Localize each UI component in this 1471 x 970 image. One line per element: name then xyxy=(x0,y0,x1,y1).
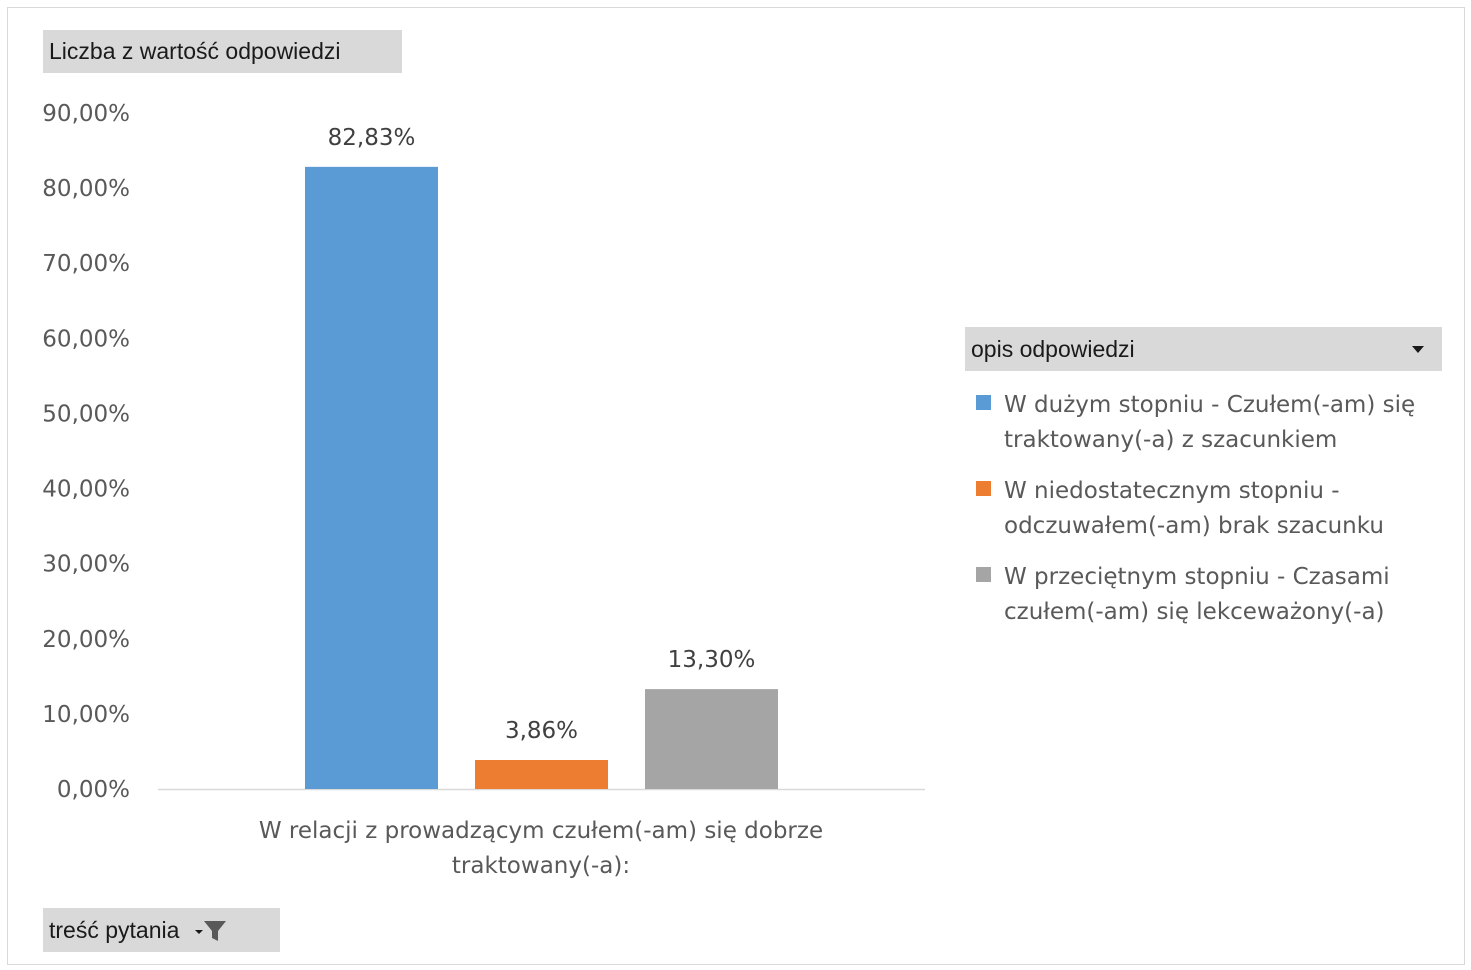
legend-label-line: odczuwałem(-am) brak szacunku xyxy=(1004,513,1384,539)
legend-label-line: W przeciętnym stopniu - Czasami xyxy=(1004,564,1390,590)
chart-frame xyxy=(7,7,1465,965)
filter-icon[interactable] xyxy=(193,917,227,943)
legend-item: W niedostatecznym stopniu - odczuwałem(-a… xyxy=(976,474,1456,544)
y-tick-label: 30,00% xyxy=(42,552,130,578)
legend-label-line: W dużym stopniu - Czułem(-am) się xyxy=(1004,392,1416,418)
bar xyxy=(305,166,438,789)
legend-field-button[interactable]: opis odpowiedzi xyxy=(965,327,1442,371)
data-label: 13,30% xyxy=(668,647,756,673)
x-tick-label: W relacji z prowadzącym czułem(-am) się … xyxy=(259,818,823,844)
data-label: 3,86% xyxy=(505,718,578,744)
legend-item: W dużym stopniu - Czułem(-am) się traktow… xyxy=(976,388,1456,458)
y-tick-label: 0,00% xyxy=(57,777,130,803)
values-field-button[interactable]: Liczba z wartość odpowiedzi xyxy=(43,30,402,73)
y-tick-label: 20,00% xyxy=(42,627,130,653)
legend-label: W niedostatecznym stopniu - odczuwałem(-a… xyxy=(1004,474,1384,544)
y-tick-label: 80,00% xyxy=(42,176,130,202)
legend-field-label: opis odpowiedzi xyxy=(971,335,1135,362)
y-tick-label: 60,00% xyxy=(42,326,130,352)
axis-field-label: treść pytania xyxy=(49,916,180,943)
chart-legend: W dużym stopniu - Czułem(-am) się traktow… xyxy=(976,388,1456,646)
values-field-label: Liczba z wartość odpowiedzi xyxy=(49,38,341,64)
y-tick-label: 70,00% xyxy=(42,251,130,277)
axis-field-button[interactable]: treść pytania xyxy=(43,908,280,952)
chevron-down-icon[interactable] xyxy=(1412,345,1424,353)
legend-swatch xyxy=(976,395,991,410)
legend-label-line: traktowany(-a) z szacunkiem xyxy=(1004,427,1338,453)
legend-swatch xyxy=(976,481,991,496)
y-tick-label: 40,00% xyxy=(42,477,130,503)
bar xyxy=(645,689,778,789)
legend-label-line: czułem(-am) się lekceważony(-a) xyxy=(1004,599,1385,625)
y-tick-label: 50,00% xyxy=(42,401,130,427)
legend-label: W przeciętnym stopniu - Czasami czułem(-a… xyxy=(1004,560,1390,630)
data-label: 82,83% xyxy=(328,125,416,151)
x-tick-label: traktowany(-a): xyxy=(452,853,630,879)
legend-label: W dużym stopniu - Czułem(-am) się traktow… xyxy=(1004,388,1415,458)
legend-item: W przeciętnym stopniu - Czasami czułem(-a… xyxy=(976,560,1456,630)
bar xyxy=(475,760,608,789)
legend-swatch xyxy=(976,567,991,582)
y-tick-label: 90,00% xyxy=(42,101,130,127)
y-tick-label: 10,00% xyxy=(42,702,130,728)
legend-label-line: W niedostatecznym stopniu - xyxy=(1004,478,1340,504)
